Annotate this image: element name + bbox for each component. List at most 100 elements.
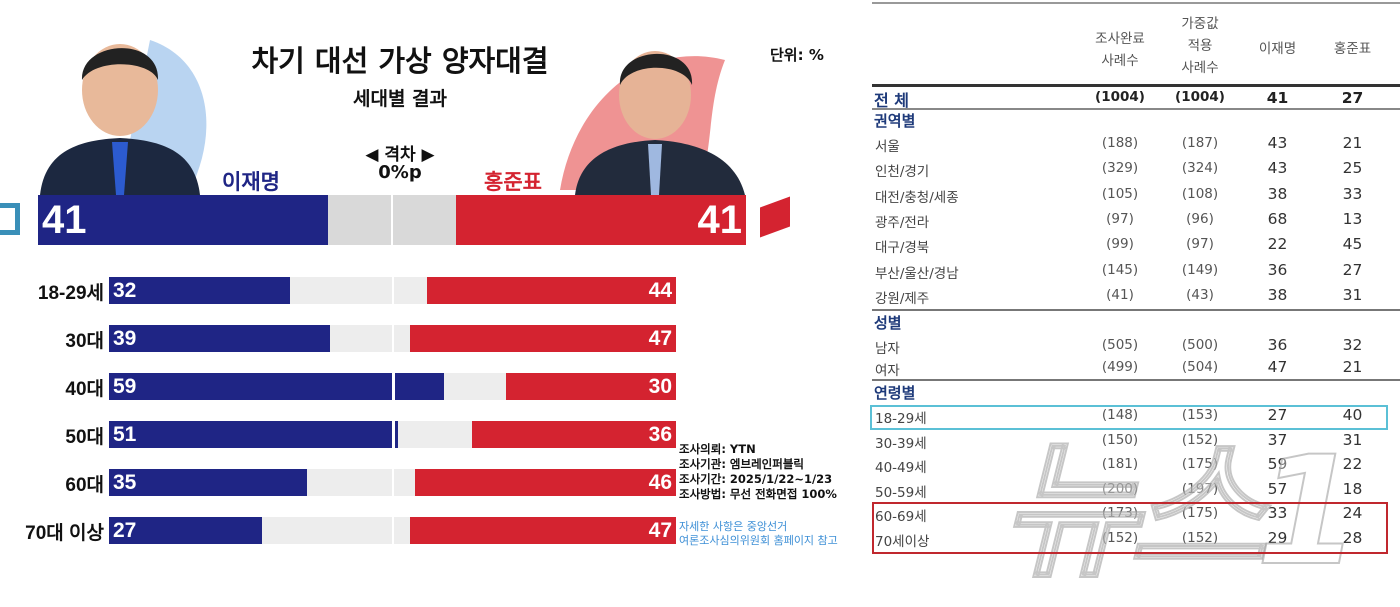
value-lee: 59	[113, 375, 137, 398]
cell-value: (97)	[1106, 210, 1134, 227]
cell-value: (152)	[1181, 529, 1219, 546]
cell-value: 27	[1267, 406, 1288, 424]
cell-value: 18	[1342, 479, 1363, 498]
bar-lee	[109, 517, 263, 544]
bar-lee	[109, 373, 444, 400]
row-label: 18-29세	[875, 411, 927, 427]
lee-jae-myung-photo	[40, 40, 207, 195]
cell-value: 33	[1267, 504, 1288, 522]
gap-value: 0%p	[378, 162, 422, 183]
total-value: (1004)	[1095, 89, 1145, 105]
section-title: 권역별	[874, 112, 916, 130]
cell-value: (105)	[1101, 185, 1139, 202]
row-label: 30-39세	[875, 435, 927, 452]
row-label: 광주/전라	[875, 214, 930, 231]
cell-value: 21	[1342, 134, 1363, 152]
cell-value: 32	[1342, 336, 1363, 354]
column-header: 사례수	[1181, 60, 1219, 76]
cell-value: 45	[1342, 235, 1363, 254]
cell-value: 27	[1342, 260, 1363, 279]
row-label: 서울	[875, 139, 900, 155]
cell-value: 36	[1267, 336, 1288, 354]
chart-panel: 차기 대선 가상 양자대결 세대별 결과 단위: % ◀ 격차 ▶ 0%p 이재…	[0, 40, 838, 547]
value-lee: 41	[42, 198, 87, 242]
cell-value: 59	[1267, 455, 1288, 473]
value-lee: 39	[113, 327, 137, 350]
column-header: 사례수	[1101, 53, 1139, 69]
column-header: 이재명	[1258, 41, 1297, 57]
cell-value: (99)	[1106, 236, 1134, 253]
bar-hong	[415, 469, 676, 496]
cell-value: 22	[1342, 455, 1363, 473]
category-label: 30대	[65, 331, 104, 352]
section-title: 연령별	[874, 384, 916, 402]
left-deco-shape	[0, 203, 20, 235]
cell-value: 68	[1267, 209, 1288, 228]
cell-value: (43)	[1186, 286, 1214, 303]
cell-value: (504)	[1181, 359, 1219, 375]
value-hong: 47	[648, 519, 672, 542]
cell-value: (96)	[1186, 210, 1214, 227]
cell-value: (152)	[1101, 529, 1139, 546]
cell-value: (188)	[1101, 135, 1139, 151]
row-label: 강원/제주	[875, 290, 930, 307]
chart-subtitle: 세대별 결과	[352, 88, 447, 110]
row-label: 70세이상	[875, 533, 930, 550]
bar-hong	[409, 325, 676, 352]
cell-value: (499)	[1101, 359, 1139, 375]
cell-value: (187)	[1181, 135, 1219, 151]
header-rule	[872, 84, 1400, 87]
cell-value: (329)	[1101, 160, 1139, 177]
cell-value: (505)	[1101, 337, 1139, 353]
value-hong: 36	[648, 423, 672, 446]
cell-value: 37	[1267, 430, 1288, 449]
cell-value: (149)	[1181, 261, 1219, 278]
cell-value: 43	[1267, 134, 1288, 152]
total-label: 전 체	[874, 91, 910, 110]
bar-lee	[109, 325, 331, 352]
row-label: 대구/경북	[875, 240, 930, 257]
cell-value: (41)	[1106, 286, 1134, 303]
cell-value: 28	[1342, 528, 1363, 547]
cell-value: 57	[1267, 479, 1288, 498]
cell-value: 31	[1342, 430, 1363, 449]
value-lee: 32	[113, 279, 137, 302]
results-table: 조사완료 사례수 가중값 적용 사례수 이재명 홍준표 전 체 (1004) (1004) 41…	[860, 0, 1400, 600]
cell-value: (150)	[1101, 431, 1139, 448]
reference-note: 자세한 사항은 중앙선거	[679, 520, 788, 533]
cell-value: 38	[1267, 285, 1288, 304]
cell-value: (175)	[1181, 456, 1219, 472]
cell-value: (175)	[1181, 505, 1219, 521]
cell-value: (148)	[1101, 407, 1139, 423]
cell-value: 29	[1267, 528, 1288, 547]
bar-lee	[109, 421, 399, 448]
category-label: 50대	[65, 427, 104, 448]
cell-value: 36	[1267, 260, 1288, 279]
gap-label: ◀ 격차 ▶	[365, 145, 435, 165]
category-label: 70대 이상	[25, 523, 104, 544]
cell-value: (197)	[1181, 480, 1219, 497]
row-label: 대전/충청/세종	[875, 189, 959, 206]
section-rule	[872, 379, 1400, 381]
row-label: 인천/경기	[875, 164, 930, 181]
bar-hong	[409, 517, 676, 544]
survey-note: 조사기관: 엠브레인퍼블릭	[679, 457, 804, 471]
row-label: 60-69세	[875, 509, 927, 525]
bar-hong	[455, 195, 746, 245]
column-header: 가중값	[1181, 16, 1219, 32]
value-lee: 27	[113, 519, 137, 542]
cell-value: 24	[1342, 504, 1363, 522]
cell-value: (173)	[1101, 505, 1139, 521]
category-label: 60대	[65, 475, 104, 496]
unit-label: 단위: %	[770, 46, 824, 64]
row-label: 여자	[875, 363, 900, 379]
cell-value: 47	[1267, 358, 1288, 376]
total-value: (1004)	[1175, 89, 1225, 105]
cell-value: 21	[1342, 358, 1363, 376]
bar-lee	[109, 277, 291, 304]
row-label: 40-49세	[875, 460, 927, 476]
cell-value: (181)	[1101, 456, 1139, 472]
cell-value: 25	[1342, 159, 1363, 178]
row-label: 남자	[875, 341, 900, 357]
right-deco-shape	[760, 196, 790, 238]
